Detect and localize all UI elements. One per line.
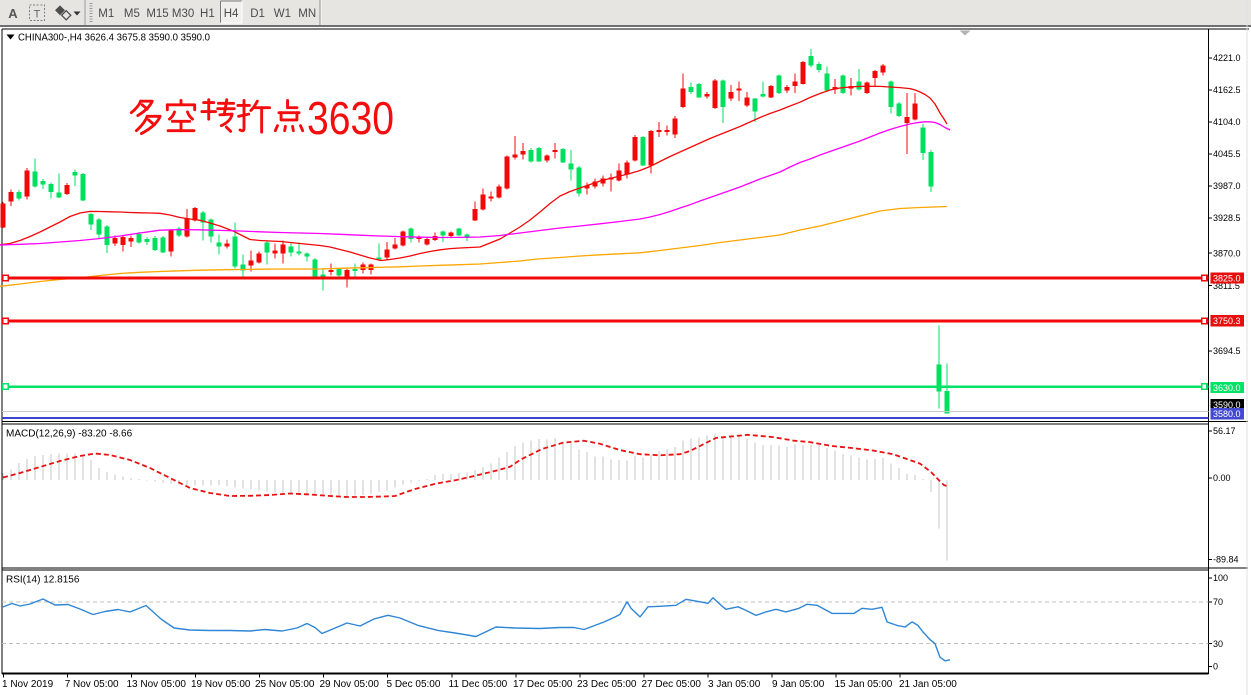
svg-text:3825.0: 3825.0 [1213,273,1241,283]
svg-text:3 Jan 05:00: 3 Jan 05:00 [708,679,761,690]
svg-text:T: T [34,9,41,21]
svg-text:MACD(12,26,9) -83.20 -8.66: MACD(12,26,9) -83.20 -8.66 [6,428,133,439]
svg-text:M15: M15 [146,8,168,20]
svg-text:29 Nov 05:00: 29 Nov 05:00 [320,679,380,690]
svg-text:-89.84: -89.84 [1213,555,1239,565]
svg-text:M1: M1 [98,8,114,20]
svg-text:13 Nov 05:00: 13 Nov 05:00 [127,679,187,690]
svg-text:3987.0: 3987.0 [1213,181,1241,191]
svg-text:A: A [8,6,18,21]
svg-text:M5: M5 [124,8,140,20]
svg-text:9 Jan 05:00: 9 Jan 05:00 [772,679,825,690]
svg-text:M30: M30 [172,8,194,20]
svg-text:CHINA300-,H4 3626.4 3675.8 35: CHINA300-,H4 3626.4 3675.8 3590.0 3590.0 [18,32,210,44]
svg-text:5 Dec 05:00: 5 Dec 05:00 [387,679,441,690]
svg-text:3630.0: 3630.0 [1213,383,1241,393]
svg-text:4221.0: 4221.0 [1213,53,1241,63]
svg-text:1 Nov 2019: 1 Nov 2019 [2,679,54,690]
svg-text:3928.5: 3928.5 [1213,213,1241,223]
svg-text:0.00: 0.00 [1213,473,1231,483]
svg-text:3750.3: 3750.3 [1213,316,1241,326]
svg-text:3580.0: 3580.0 [1213,409,1241,419]
svg-text:27 Dec 05:00: 27 Dec 05:00 [642,679,702,690]
svg-text:H4: H4 [224,8,239,20]
svg-text:W1: W1 [274,8,291,20]
svg-text:25 Nov 05:00: 25 Nov 05:00 [255,679,315,690]
svg-text:3870.0: 3870.0 [1213,248,1241,258]
svg-text:3811.5: 3811.5 [1213,281,1240,291]
svg-text:19 Nov 05:00: 19 Nov 05:00 [191,679,251,690]
svg-text:3590.0: 3590.0 [1213,400,1241,410]
svg-text:70: 70 [1213,597,1223,607]
svg-text:3630: 3630 [307,92,394,144]
svg-text:4162.5: 4162.5 [1213,85,1241,95]
svg-text:15 Jan 05:00: 15 Jan 05:00 [835,679,893,690]
svg-text:0: 0 [1213,662,1218,672]
svg-text:RSI(14) 12.8156: RSI(14) 12.8156 [6,574,80,585]
svg-text:D1: D1 [250,8,265,20]
svg-text:MN: MN [298,8,316,20]
svg-text:7 Nov 05:00: 7 Nov 05:00 [65,679,119,690]
svg-text:23 Dec 05:00: 23 Dec 05:00 [577,679,637,690]
svg-text:3694.5: 3694.5 [1213,346,1241,356]
svg-text:4104.0: 4104.0 [1213,117,1241,127]
svg-text:56.17: 56.17 [1213,426,1236,436]
svg-text:17 Dec 05:00: 17 Dec 05:00 [513,679,573,690]
svg-text:11 Dec 05:00: 11 Dec 05:00 [449,679,508,690]
svg-text:H1: H1 [200,8,215,20]
svg-text:100: 100 [1213,573,1228,583]
svg-text:21 Jan 05:00: 21 Jan 05:00 [899,679,957,690]
svg-text:4045.5: 4045.5 [1213,149,1241,159]
svg-text:30: 30 [1213,639,1223,649]
